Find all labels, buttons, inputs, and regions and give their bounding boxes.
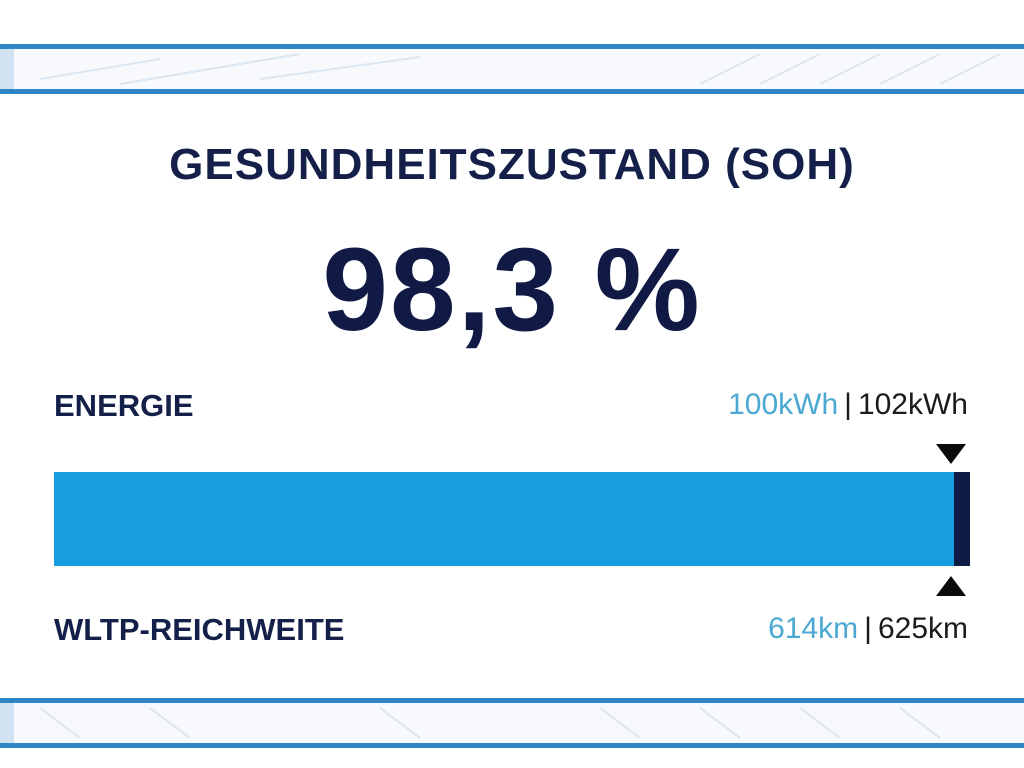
soh-bar-fill — [54, 472, 955, 566]
energy-label: ENERGIE — [54, 388, 194, 423]
energy-values: 100kWh | 102kWh — [728, 388, 968, 422]
range-current-value: 614km — [768, 612, 859, 645]
energy-original-value: 102kWh — [857, 388, 968, 421]
page-title: GESUNDHEITSZUSTAND (SOH) — [169, 140, 855, 189]
bottom-decorative-band — [0, 698, 1024, 748]
triangle-up-icon — [936, 576, 966, 596]
energy-separator: | — [844, 388, 852, 421]
soh-percentage: 98,3 % — [322, 224, 702, 356]
range-separator: | — [864, 612, 872, 645]
band-pattern — [39, 53, 1001, 85]
range-original-value: 625km — [877, 612, 968, 645]
range-label: WLTP-REICHWEITE — [54, 612, 345, 647]
band-left-cap — [0, 703, 14, 743]
top-decorative-band — [0, 44, 1024, 94]
soh-bar — [54, 472, 970, 566]
band-left-cap — [0, 49, 14, 89]
range-values: 614km | 625km — [768, 612, 968, 646]
band-pattern — [39, 707, 941, 739]
triangle-down-icon — [936, 444, 966, 464]
energy-current-value: 100kWh — [728, 388, 839, 421]
